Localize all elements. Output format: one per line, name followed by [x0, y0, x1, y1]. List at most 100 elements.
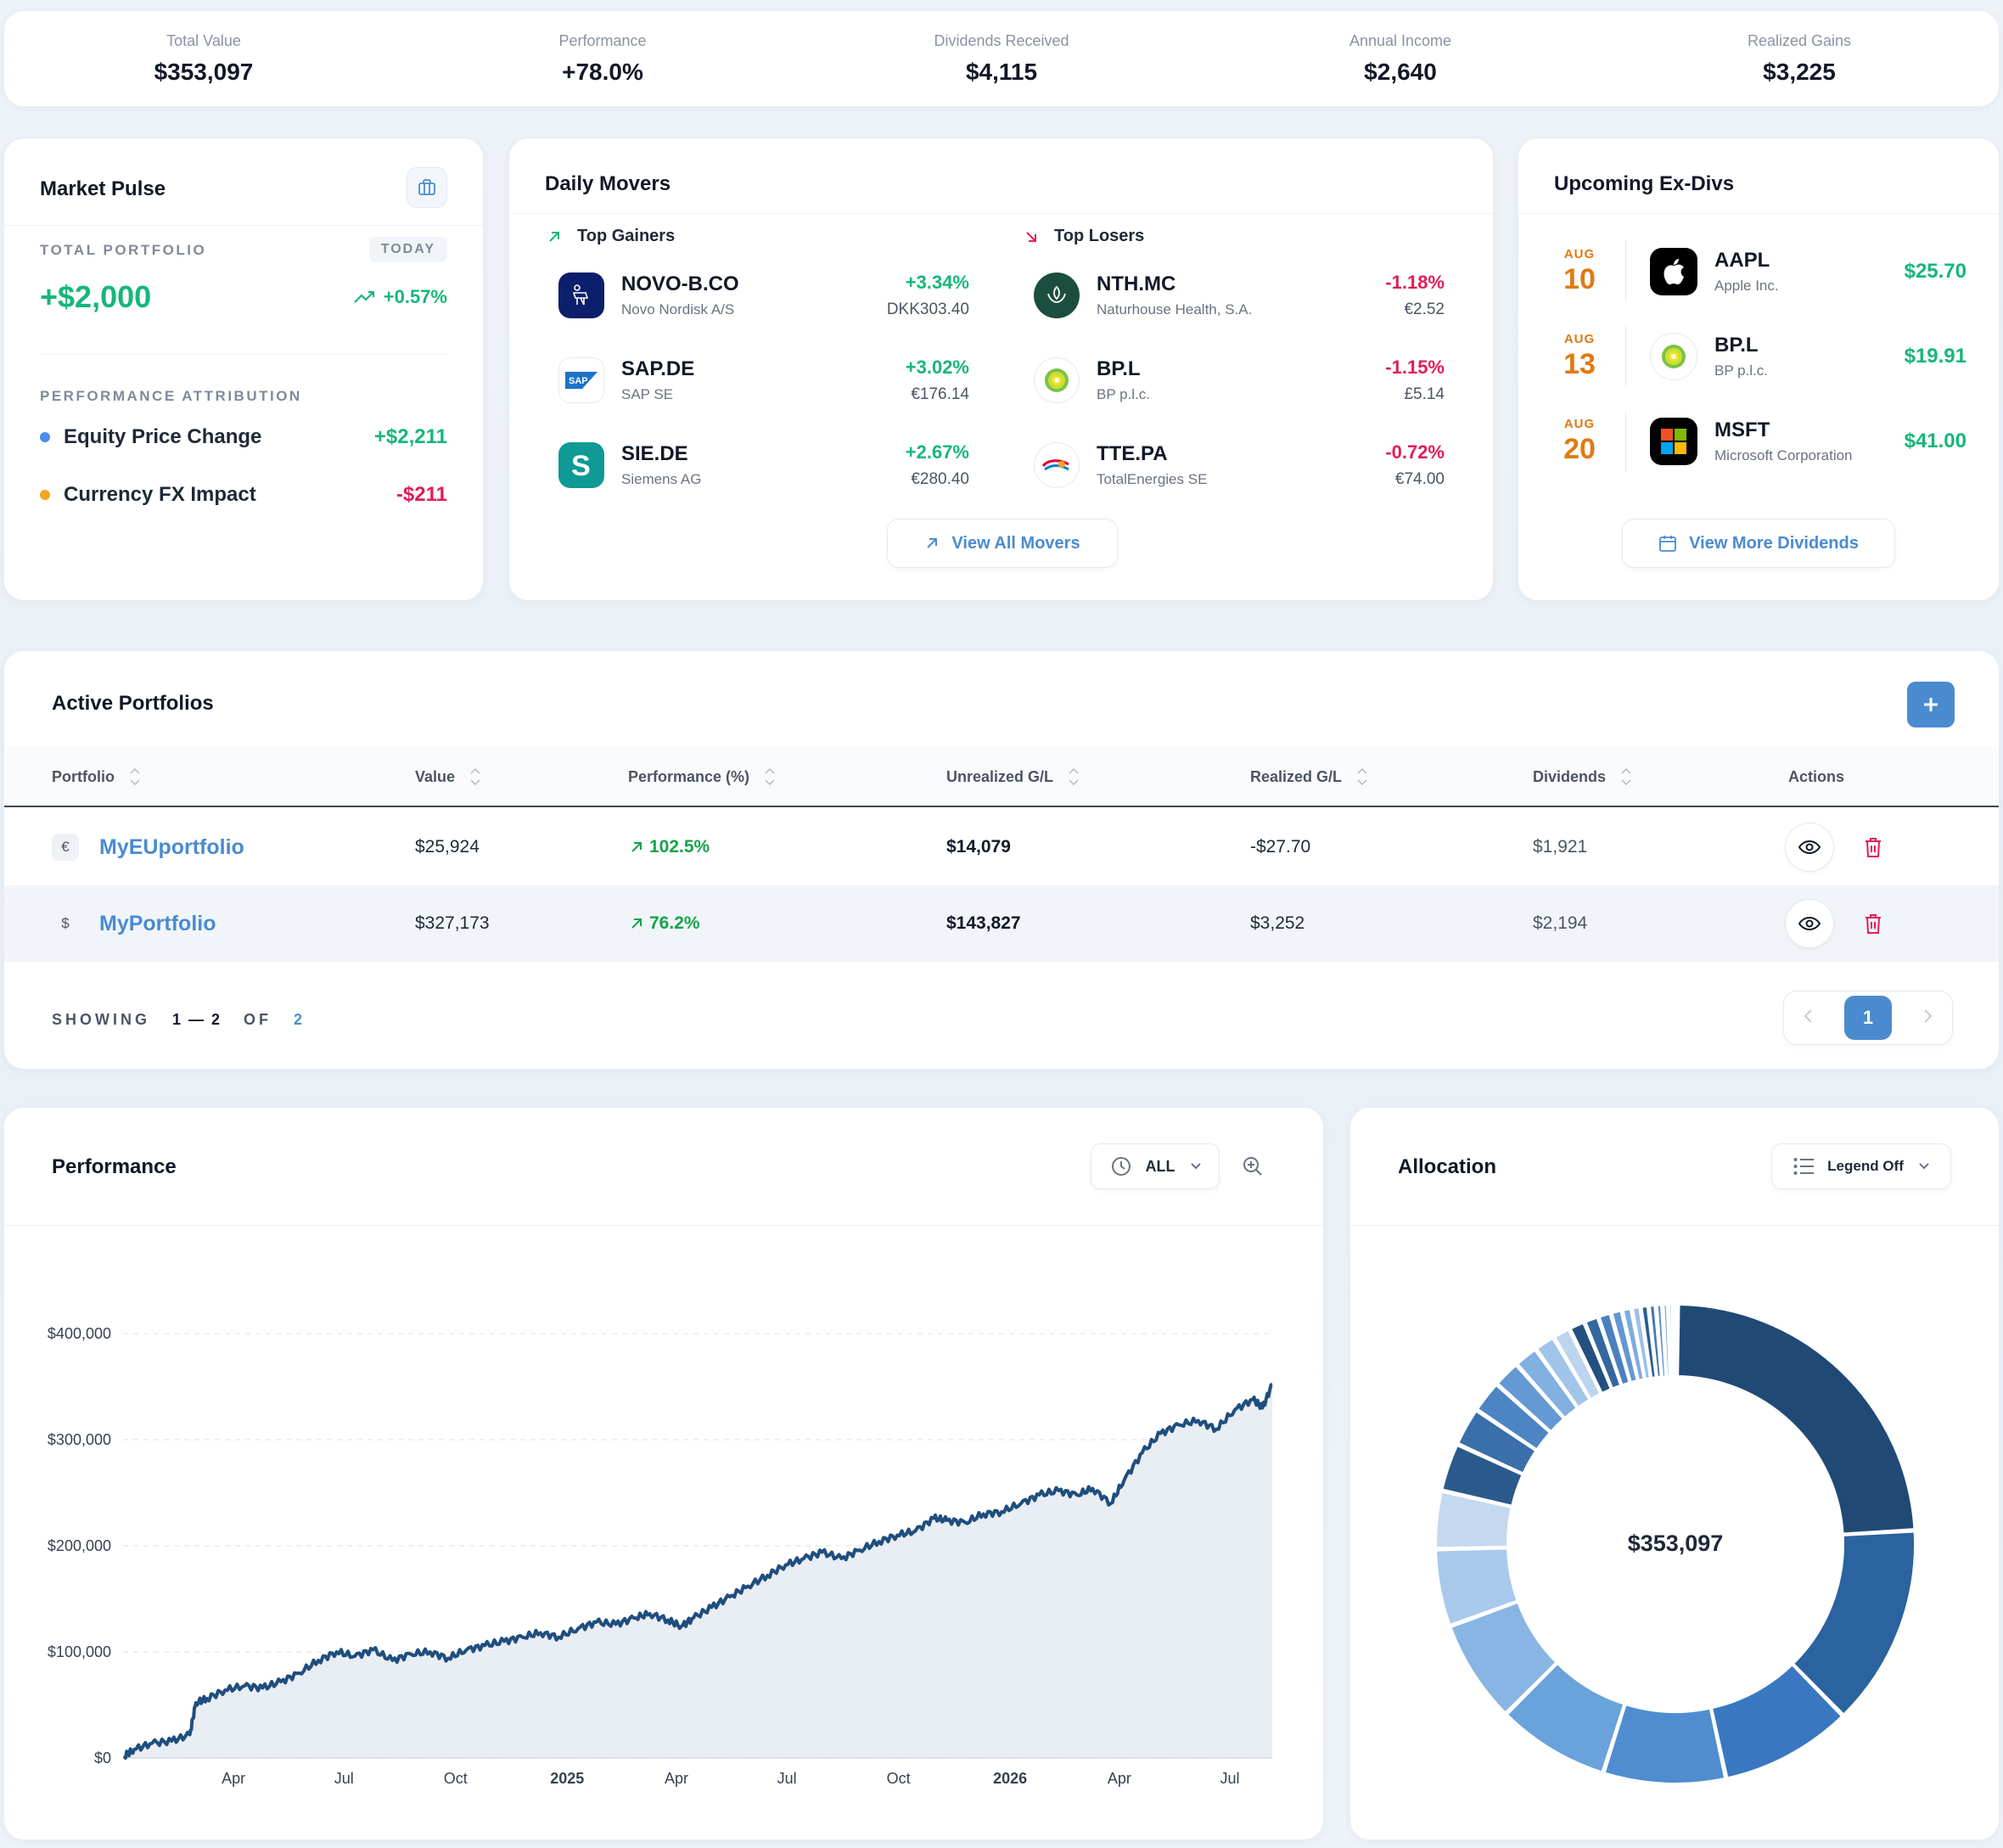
donut-slice[interactable]	[1535, 1337, 1591, 1408]
stat-annual-income: Annual Income $2,640	[1201, 11, 1600, 106]
donut-slice[interactable]	[1598, 1312, 1630, 1386]
eye-icon	[1798, 916, 1821, 931]
gainer-row[interactable]: SAP SAP.DE SAP SE +3.02% €176.14	[558, 351, 969, 410]
exdiv-row[interactable]: AUG 20 MSFT Microsoft Corporation $41.00	[1552, 403, 1967, 480]
x-tick-label: 2025	[550, 1770, 584, 1787]
loser-row[interactable]: NTH.MC Naturhouse Health, S.A. -1.18% €2.5…	[1034, 266, 1445, 325]
stat-dividends-received: Dividends Received $4,115	[802, 11, 1201, 106]
card-title: Allocation	[1398, 1155, 1497, 1178]
donut-slice[interactable]	[1669, 1304, 1674, 1378]
mover-name: Naturhouse Health, S.A.	[1097, 301, 1253, 317]
donut-slice[interactable]	[1553, 1328, 1602, 1401]
page-button-current[interactable]: 1	[1844, 996, 1892, 1040]
attribution-row-fx: Currency FX Impact -$211	[40, 483, 447, 507]
donut-slice[interactable]	[1476, 1384, 1551, 1451]
prev-page-button[interactable]	[1803, 1008, 1813, 1028]
portfolio-name-link[interactable]: MyEUportfolio	[99, 834, 244, 859]
top-losers-header: Top Losers	[1024, 227, 1144, 246]
donut-slice[interactable]	[1517, 1349, 1579, 1419]
delete-portfolio-button[interactable]	[1856, 823, 1890, 872]
donut-slice[interactable]	[1506, 1662, 1625, 1773]
donut-slice[interactable]	[1622, 1307, 1645, 1381]
column-header-actions: Actions	[1788, 746, 1844, 807]
donut-slice[interactable]	[1648, 1305, 1662, 1379]
cell-realized: $3,252	[1250, 913, 1305, 933]
exdiv-row[interactable]: AUG 13 BP.L BP p.l.c. $19.91	[1552, 318, 1967, 395]
column-header-realized[interactable]: Realized G/L	[1250, 746, 1367, 807]
donut-slice[interactable]	[1677, 1304, 1916, 1535]
mover-symbol: TTE.PA	[1097, 442, 1168, 465]
mover-pct: +2.67%	[905, 441, 969, 463]
zoom-button[interactable]	[1240, 1154, 1265, 1179]
exdiv-symbol: MSFT	[1714, 418, 1770, 441]
column-header-dividends[interactable]: Dividends	[1533, 746, 1631, 807]
mover-pct: -0.72%	[1385, 441, 1445, 463]
delete-portfolio-button[interactable]	[1856, 899, 1890, 948]
table-row[interactable]: $ MyPortfolio $327,173 76.2% $143,827 $3,…	[4, 885, 1999, 962]
exdiv-name: BP p.l.c.	[1714, 362, 1768, 379]
exdiv-row[interactable]: AUG 10 AAPL Apple Inc. $25.70	[1552, 233, 1967, 310]
plus-icon	[1924, 698, 1938, 711]
legend-toggle-select[interactable]: Legend Off	[1771, 1143, 1951, 1189]
briefcase-button[interactable]	[407, 167, 447, 208]
exdiv-amount: $25.70	[1904, 260, 1967, 283]
mover-symbol: NTH.MC	[1097, 272, 1176, 295]
column-header-value[interactable]: Value	[415, 746, 480, 807]
donut-slice[interactable]	[1656, 1304, 1667, 1378]
donut-slice[interactable]	[1450, 1601, 1557, 1714]
add-portfolio-button[interactable]	[1907, 682, 1955, 727]
view-portfolio-button[interactable]	[1785, 899, 1834, 948]
siemens-logo-icon: S	[558, 442, 604, 488]
performance-chart[interactable]: $0 $100,000 $200,000 $300,000 $400,000 Apr Jul…	[4, 1227, 1324, 1840]
donut-slice[interactable]	[1441, 1444, 1523, 1507]
mover-pct: +3.02%	[905, 357, 969, 378]
next-page-button[interactable]	[1923, 1008, 1933, 1028]
donut-slice[interactable]	[1435, 1491, 1512, 1549]
loser-row[interactable]: TTE.PA TotalEnergies SE -0.72% €74.00	[1034, 435, 1445, 495]
donut-slice[interactable]	[1496, 1364, 1565, 1433]
donut-slice[interactable]	[1641, 1305, 1657, 1379]
zoom-in-icon	[1243, 1157, 1262, 1176]
exdiv-amount: $19.91	[1904, 345, 1967, 368]
allocation-donut-chart[interactable]	[1350, 1227, 2000, 1840]
view-all-movers-label: View All Movers	[951, 533, 1080, 553]
donut-slice[interactable]	[1435, 1547, 1518, 1626]
card-title: Upcoming Ex-Divs	[1554, 172, 1735, 195]
summary-stats-bar: Total Value $353,097 Performance +78.0% …	[3, 10, 2000, 107]
top-gainers-header: Top Gainers	[547, 227, 675, 246]
trending-up-icon	[353, 290, 374, 303]
column-header-unrealized[interactable]: Unrealized G/L	[946, 746, 1079, 807]
donut-slice[interactable]	[1663, 1304, 1670, 1378]
daily-change-pct: +0.57%	[353, 286, 447, 308]
portfolio-name-link[interactable]: MyPortfolio	[99, 911, 216, 935]
donut-slice[interactable]	[1611, 1310, 1638, 1384]
view-portfolio-button[interactable]	[1785, 823, 1834, 872]
donut-slice[interactable]	[1792, 1531, 1916, 1716]
donut-slice[interactable]	[1631, 1306, 1652, 1380]
column-header-performance[interactable]: Performance (%)	[628, 746, 775, 807]
column-header-portfolio[interactable]: Portfolio	[52, 746, 140, 807]
view-all-movers-button[interactable]: View All Movers	[887, 519, 1118, 568]
gainer-row[interactable]: NOVO-B.CO Novo Nordisk A/S +3.34% DKK303.4…	[558, 266, 969, 325]
gainer-row[interactable]: S SIE.DE Siemens AG +2.67% €280.40	[558, 435, 969, 495]
mover-symbol: SIE.DE	[621, 442, 688, 465]
view-more-dividends-button[interactable]: View More Dividends	[1622, 519, 1895, 568]
area-fill	[124, 1385, 1272, 1758]
showing-label: SHOWING	[52, 1011, 150, 1028]
attribution-dot	[40, 432, 50, 442]
x-tick-label: Apr	[222, 1770, 245, 1787]
donut-slice[interactable]	[1457, 1410, 1537, 1474]
sort-icon	[1357, 768, 1367, 785]
table-row[interactable]: € MyEUportfolio $25,924 102.5% $14,079 -$…	[4, 809, 1999, 885]
loser-row[interactable]: BP.L BP p.l.c. -1.15% £5.14	[1034, 351, 1445, 410]
sort-icon	[130, 768, 140, 785]
donut-slice[interactable]	[1569, 1322, 1613, 1395]
donut-slice[interactable]	[1585, 1317, 1622, 1390]
time-range-select[interactable]: ALL	[1091, 1143, 1220, 1189]
apple-logo-icon	[1650, 248, 1697, 295]
performance-text: 102.5%	[649, 837, 710, 857]
donut-slice[interactable]	[1710, 1664, 1843, 1779]
mover-price: DKK303.40	[886, 301, 969, 318]
donut-slice[interactable]	[1603, 1703, 1726, 1784]
bp-logo-icon	[1650, 333, 1697, 380]
